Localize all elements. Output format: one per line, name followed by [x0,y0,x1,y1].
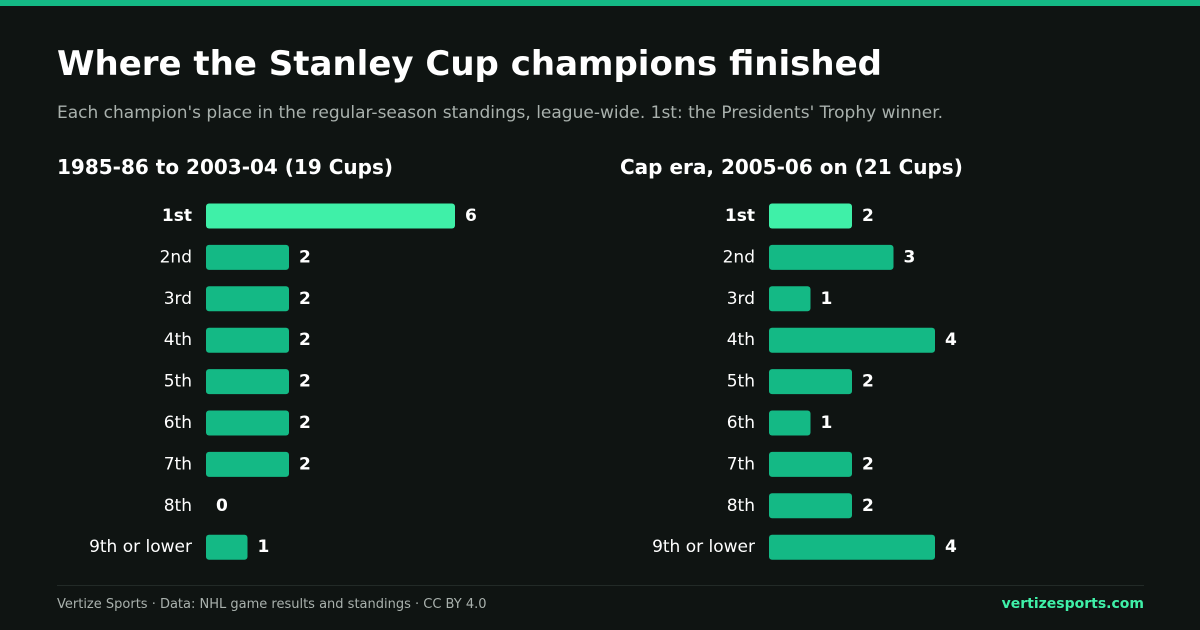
page-title: Where the Stanley Cup champions finished [57,44,882,84]
category-label: 2nd [160,247,192,267]
value-label: 2 [862,454,874,474]
category-label: 2nd [723,247,755,267]
chart-title: 1985-86 to 2003-04 (19 Cups) [57,155,393,179]
bar [769,493,852,519]
top-accent-bar [0,0,1200,6]
bar-chart: 1st 2 2nd 3 3rd 1 4th 4 5th 2 6th 1 7th 2 8th 2 9th or l… [652,203,957,560]
footer-divider [57,585,1144,586]
bar [769,286,811,312]
bar [206,244,289,270]
footer-site-link[interactable]: vertizesports.com [1001,596,1144,612]
category-label: 8th [164,496,192,516]
category-label: 7th [727,454,755,474]
bar [769,410,811,436]
chart-panel-cap-era: Cap era, 2005-06 on (21 Cups) 1st 2 2nd 3 3r… [620,155,1160,565]
value-label: 4 [945,330,957,350]
category-label: 9th or lower [652,537,755,557]
chart-panel-pre-cap: 1985-86 to 2003-04 (19 Cups) 1st 6 2nd 2 3rd… [57,155,597,565]
category-label: 1st [725,206,755,226]
bar [769,203,852,229]
category-label: 1st [162,206,192,226]
value-label: 3 [904,247,916,267]
value-label: 2 [299,413,311,433]
value-label: 2 [299,372,311,392]
category-label: 4th [164,330,192,350]
bar [769,327,935,353]
value-label: 6 [465,206,477,226]
chart-title: Cap era, 2005-06 on (21 Cups) [620,155,963,179]
value-label: 2 [299,247,311,267]
category-label: 9th or lower [89,537,192,557]
value-label: 0 [216,496,228,516]
bar-chart: 1st 6 2nd 2 3rd 2 4th 2 5th 2 6th 2 7th 2 8th 0 9th or l… [89,203,477,560]
value-label: 4 [945,537,957,557]
bar [206,286,289,312]
category-label: 8th [727,496,755,516]
value-label: 1 [821,289,833,309]
category-label: 3rd [727,289,755,309]
category-label: 4th [727,330,755,350]
category-label: 5th [164,372,192,392]
bar [206,410,289,436]
category-label: 3rd [164,289,192,309]
value-label: 2 [862,496,874,516]
value-label: 2 [299,330,311,350]
value-label: 1 [258,537,270,557]
bar [769,244,894,270]
value-label: 1 [821,413,833,433]
bar [206,203,455,229]
page-subtitle: Each champion's place in the regular-sea… [57,103,944,123]
category-label: 7th [164,454,192,474]
footer-credit: Vertize Sports · Data: NHL game results … [57,597,487,612]
value-label: 2 [299,289,311,309]
category-label: 5th [727,372,755,392]
bar [769,534,935,560]
bar [206,327,289,353]
bar [769,451,852,477]
bar [206,451,289,477]
value-label: 2 [299,454,311,474]
value-label: 2 [862,206,874,226]
value-label: 2 [862,372,874,392]
bar [206,534,248,560]
category-label: 6th [164,413,192,433]
category-label: 6th [727,413,755,433]
bar [769,369,852,395]
bar [206,369,289,395]
